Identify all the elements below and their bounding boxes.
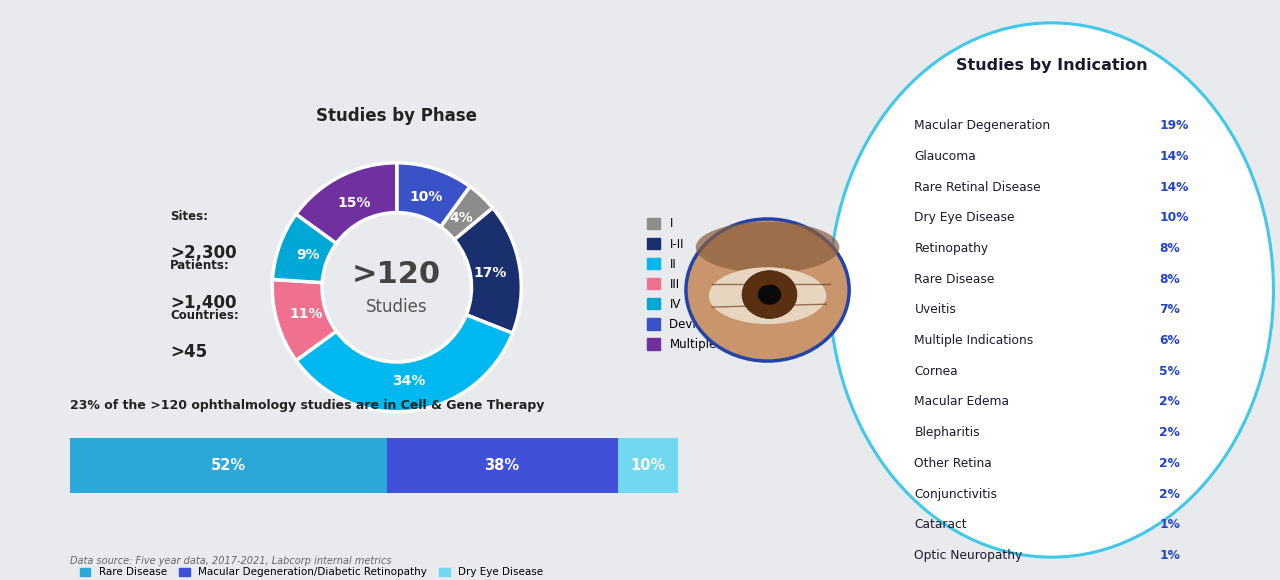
Text: Cataract: Cataract: [914, 519, 968, 531]
Wedge shape: [440, 187, 493, 240]
Legend: Rare Disease, Macular Degeneration/Diabetic Retinopathy, Dry Eye Disease: Rare Disease, Macular Degeneration/Diabe…: [76, 563, 548, 580]
Text: Optic Neuropathy: Optic Neuropathy: [914, 549, 1023, 562]
Text: Retinopathy: Retinopathy: [914, 242, 988, 255]
Text: 6%: 6%: [1160, 334, 1180, 347]
Text: 2%: 2%: [1160, 396, 1180, 408]
Text: 17%: 17%: [474, 266, 507, 280]
Text: Rare Retinal Disease: Rare Retinal Disease: [914, 180, 1041, 194]
Text: 8%: 8%: [1160, 242, 1180, 255]
Text: >120: >120: [352, 260, 442, 289]
Text: 9%: 9%: [296, 248, 320, 262]
Text: 5%: 5%: [1160, 365, 1180, 378]
Wedge shape: [454, 208, 521, 333]
Text: 7%: 7%: [1160, 303, 1180, 317]
Circle shape: [686, 219, 849, 361]
Text: Data source: Five year data, 2017-2021, Labcorp internal metrics: Data source: Five year data, 2017-2021, …: [70, 556, 392, 566]
Text: Cornea: Cornea: [914, 365, 957, 378]
Text: 1%: 1%: [1160, 549, 1180, 562]
Text: 19%: 19%: [1160, 119, 1189, 132]
Text: 34%: 34%: [392, 374, 425, 388]
Text: 23% of the >120 ophthalmology studies are in Cell & Gene Therapy: 23% of the >120 ophthalmology studies ar…: [70, 399, 545, 412]
Circle shape: [758, 284, 781, 304]
Text: 4%: 4%: [449, 211, 474, 225]
Text: 11%: 11%: [289, 307, 323, 321]
Text: 14%: 14%: [1160, 180, 1189, 194]
Text: 15%: 15%: [337, 196, 371, 210]
Title: Studies by Phase: Studies by Phase: [316, 107, 477, 125]
Legend: I, I-II, II, III, IV, Device and Diagnostic, Multiple: I, I-II, II, III, IV, Device and Diagnos…: [643, 213, 806, 356]
Text: 10%: 10%: [1160, 211, 1189, 224]
Text: 2%: 2%: [1160, 426, 1180, 439]
Text: 2%: 2%: [1160, 457, 1180, 470]
Bar: [70, 438, 387, 493]
Text: Macular Edema: Macular Edema: [914, 396, 1010, 408]
Wedge shape: [397, 163, 470, 227]
Bar: [387, 438, 618, 493]
Ellipse shape: [829, 23, 1274, 557]
Text: 8%: 8%: [1160, 273, 1180, 286]
Wedge shape: [273, 280, 337, 361]
Text: Studies: Studies: [366, 298, 428, 316]
Text: 10%: 10%: [630, 458, 666, 473]
Text: 14%: 14%: [1160, 150, 1189, 163]
Text: Sites:: Sites:: [170, 209, 209, 223]
Text: 10%: 10%: [410, 190, 443, 204]
Text: Macular Degeneration: Macular Degeneration: [914, 119, 1051, 132]
Text: >1,400: >1,400: [170, 293, 237, 311]
Ellipse shape: [709, 267, 827, 324]
Circle shape: [742, 271, 797, 318]
Text: >45: >45: [170, 343, 207, 361]
Text: 2%: 2%: [1160, 488, 1180, 501]
Text: Multiple Indications: Multiple Indications: [914, 334, 1034, 347]
Text: 38%: 38%: [485, 458, 520, 473]
Text: 1%: 1%: [1160, 519, 1180, 531]
Wedge shape: [296, 163, 397, 244]
Text: >2,300: >2,300: [170, 244, 237, 262]
Text: Conjunctivitis: Conjunctivitis: [914, 488, 997, 501]
Wedge shape: [273, 214, 337, 282]
Text: Blepharitis: Blepharitis: [914, 426, 980, 439]
Text: Glaucoma: Glaucoma: [914, 150, 977, 163]
Text: Patients:: Patients:: [170, 259, 230, 273]
Text: Rare Disease: Rare Disease: [914, 273, 995, 286]
Text: Dry Eye Disease: Dry Eye Disease: [914, 211, 1015, 224]
Bar: [618, 438, 678, 493]
Text: Other Retina: Other Retina: [914, 457, 992, 470]
Text: Countries:: Countries:: [170, 309, 239, 322]
Text: 52%: 52%: [211, 458, 246, 473]
Text: Studies by Indication: Studies by Indication: [956, 58, 1147, 73]
Text: Uveitis: Uveitis: [914, 303, 956, 317]
Ellipse shape: [696, 222, 840, 273]
Wedge shape: [296, 315, 512, 412]
